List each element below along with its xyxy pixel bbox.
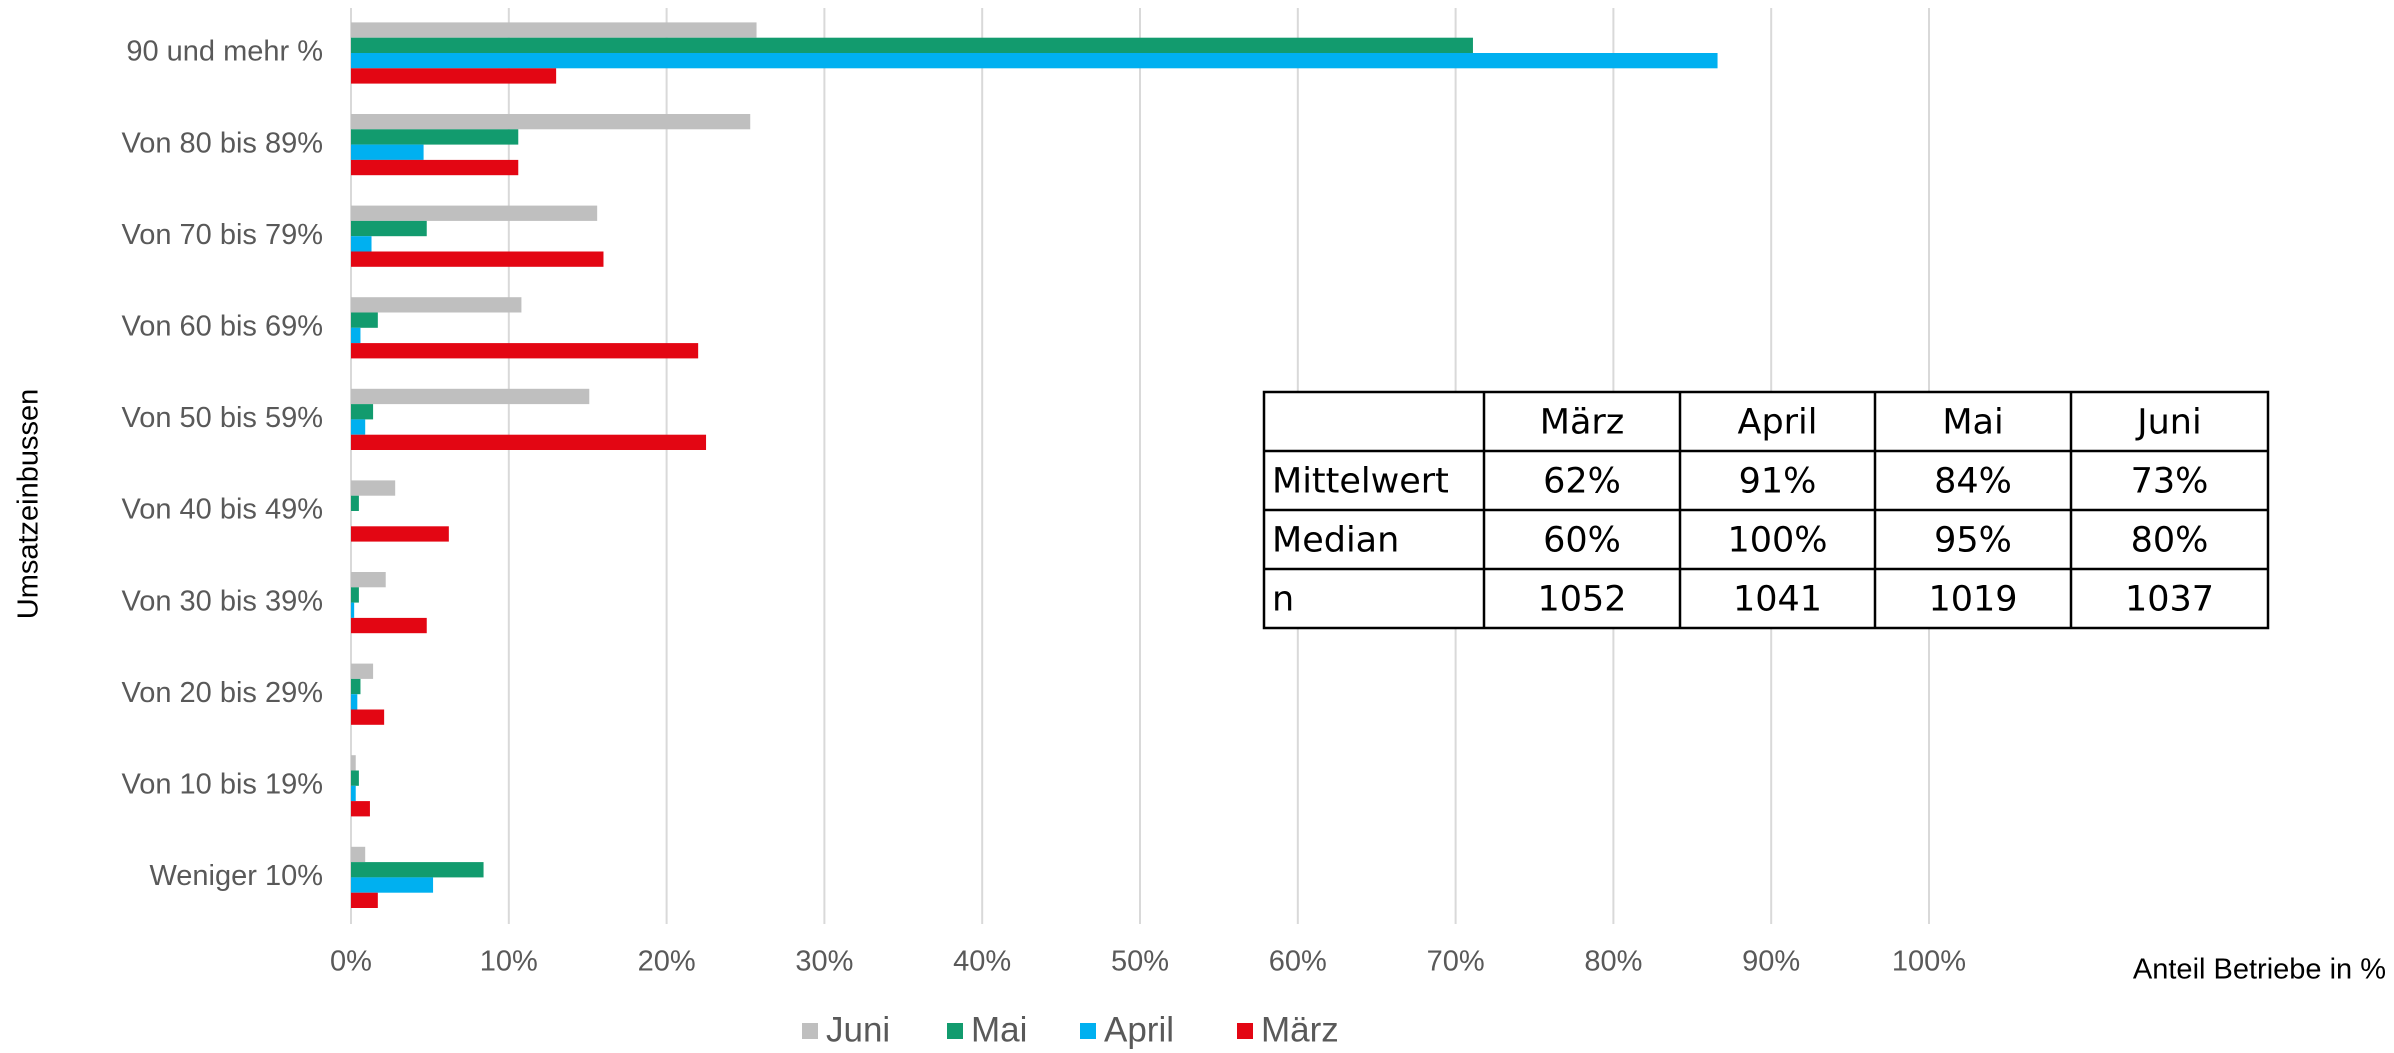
bar bbox=[351, 526, 449, 542]
bar bbox=[351, 236, 372, 252]
bar bbox=[351, 755, 356, 771]
table-cell: 73% bbox=[2131, 462, 2209, 502]
bar bbox=[351, 419, 366, 435]
table-cell: 84% bbox=[1934, 462, 2012, 502]
table-cell: 1019 bbox=[1928, 580, 2017, 620]
bar bbox=[351, 22, 757, 38]
bar bbox=[351, 37, 1473, 53]
y-tick-label: Von 80 bis 89% bbox=[121, 127, 323, 159]
y-tick-label: Von 10 bis 19% bbox=[121, 768, 323, 800]
y-tick-label: Von 20 bis 29% bbox=[121, 677, 323, 709]
legend-swatch bbox=[1080, 1023, 1096, 1039]
bar bbox=[351, 480, 396, 496]
table-cell: 1041 bbox=[1733, 580, 1822, 620]
bar bbox=[351, 770, 359, 786]
bar bbox=[351, 495, 359, 511]
table-header: Juni bbox=[2135, 403, 2201, 443]
bar bbox=[351, 297, 522, 313]
data-table: März April Mai Juni Mittelwert 62% 91% 84% 73% Me… bbox=[1262, 390, 2270, 630]
y-tick-label: Von 60 bis 69% bbox=[121, 310, 323, 342]
x-tick-label: 10% bbox=[480, 946, 538, 978]
bar bbox=[351, 663, 374, 679]
y-axis-title: Umsatzeinbussen bbox=[13, 389, 45, 620]
bar bbox=[351, 144, 424, 160]
bar bbox=[351, 709, 385, 725]
bar bbox=[351, 572, 386, 588]
x-tick-label: 50% bbox=[1111, 946, 1169, 978]
y-tick-label: Von 50 bis 59% bbox=[121, 402, 323, 434]
legend-swatch bbox=[802, 1023, 818, 1039]
bar bbox=[351, 388, 590, 405]
table-row-label: Median bbox=[1272, 521, 1399, 561]
bar bbox=[351, 785, 356, 802]
table-header: Mai bbox=[1942, 403, 2003, 443]
bar bbox=[351, 68, 557, 84]
legend-label: April bbox=[1104, 1010, 1174, 1049]
bar bbox=[351, 617, 427, 634]
legend-swatch bbox=[1237, 1023, 1253, 1039]
x-axis-title: Anteil Betriebe in % bbox=[2133, 954, 2386, 986]
legend-label: Mai bbox=[971, 1010, 1027, 1049]
y-tick-label: Von 70 bis 79% bbox=[121, 219, 323, 251]
bar bbox=[351, 846, 366, 863]
bar bbox=[351, 129, 519, 145]
x-tick-label: 0% bbox=[330, 946, 372, 978]
table-header: März bbox=[1540, 403, 1624, 443]
x-tick-label: 90% bbox=[1742, 946, 1800, 978]
table-cell: 1037 bbox=[2125, 580, 2214, 620]
x-tick-label: 60% bbox=[1269, 946, 1327, 978]
x-tick-label: 20% bbox=[638, 946, 696, 978]
y-tick-label: 90 und mehr % bbox=[126, 36, 323, 68]
table-cell: 60% bbox=[1543, 521, 1621, 561]
bar bbox=[351, 404, 374, 420]
bar bbox=[351, 220, 427, 237]
bar bbox=[351, 251, 604, 267]
bar bbox=[351, 312, 378, 328]
bar bbox=[351, 801, 370, 817]
table-cell: 100% bbox=[1727, 521, 1827, 561]
x-tick-label: 30% bbox=[795, 946, 853, 978]
bar bbox=[351, 53, 1718, 69]
bar bbox=[351, 434, 707, 450]
bar bbox=[351, 327, 361, 344]
bar bbox=[351, 694, 358, 710]
legend-label: März bbox=[1261, 1010, 1339, 1049]
bar bbox=[351, 877, 434, 893]
legend-swatch bbox=[947, 1023, 963, 1039]
bar bbox=[351, 602, 355, 618]
table-cell: 1052 bbox=[1537, 580, 1626, 620]
bar bbox=[351, 205, 598, 221]
bar bbox=[351, 587, 359, 603]
bar bbox=[351, 159, 519, 176]
table-header: April bbox=[1738, 403, 1818, 443]
table-cell: 62% bbox=[1543, 462, 1621, 502]
table-row-label: n bbox=[1272, 580, 1294, 620]
x-tick-label: 70% bbox=[1427, 946, 1485, 978]
x-tick-label: 100% bbox=[1892, 946, 1966, 978]
y-tick-label: Von 30 bis 39% bbox=[121, 585, 323, 617]
bar bbox=[351, 343, 699, 359]
x-tick-label: 40% bbox=[953, 946, 1011, 978]
x-tick-label: 80% bbox=[1584, 946, 1642, 978]
table-cell: 80% bbox=[2131, 521, 2209, 561]
bar bbox=[351, 114, 751, 130]
table-cell: 91% bbox=[1739, 462, 1817, 502]
y-tick-label: Von 40 bis 49% bbox=[121, 494, 323, 526]
table-cell: 95% bbox=[1934, 521, 2012, 561]
legend-label: Juni bbox=[826, 1010, 890, 1049]
y-tick-label: Weniger 10% bbox=[149, 860, 323, 892]
bar bbox=[351, 678, 361, 695]
bar bbox=[351, 862, 484, 878]
table-row-label: Mittelwert bbox=[1272, 462, 1449, 502]
bar bbox=[351, 892, 378, 908]
